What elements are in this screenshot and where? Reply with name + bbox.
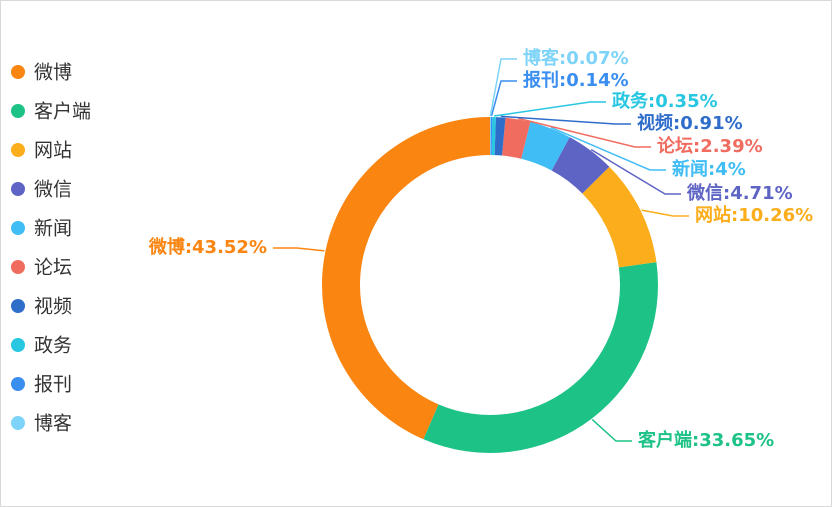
- legend-text: 客户端: [34, 101, 91, 123]
- leader-line: [273, 247, 325, 252]
- slice: [521, 121, 570, 171]
- legend-text: 政务: [34, 335, 72, 357]
- slice: [491, 117, 496, 156]
- legend-dot: [11, 182, 25, 196]
- slice: [490, 117, 491, 156]
- legend-text: 报刊: [34, 374, 72, 396]
- legend-dot: [11, 338, 25, 352]
- data-label: 微博:43.52%: [148, 236, 267, 258]
- legend-dot: [11, 416, 25, 430]
- legend-dot: [11, 260, 25, 274]
- legend-text: 视频: [34, 296, 72, 318]
- legend-dot: [11, 221, 25, 235]
- slice: [551, 137, 610, 194]
- data-label: 微信:4.71%: [686, 182, 793, 204]
- leader-line: [550, 126, 666, 171]
- data-label: 博客:0.07%: [523, 47, 629, 69]
- leader-line: [591, 418, 632, 442]
- legend-dot: [11, 377, 25, 391]
- leader-line: [517, 117, 651, 148]
- leader-line: [489, 58, 517, 117]
- legend-dot: [11, 299, 25, 313]
- leader-line: [493, 101, 606, 117]
- legend-dot: [11, 104, 25, 118]
- data-label: 论坛:2.39%: [657, 135, 763, 157]
- legend-dot: [11, 143, 25, 157]
- leader-line: [590, 148, 681, 195]
- data-label: 网站:10.26%: [695, 204, 813, 226]
- legend-text: 博客: [34, 413, 72, 435]
- slice: [321, 117, 490, 440]
- slice: [582, 166, 657, 268]
- legend-text: 微博: [34, 62, 72, 84]
- slice: [494, 117, 506, 156]
- data-label: 报刊:0.14%: [523, 69, 629, 91]
- leader-line: [490, 80, 517, 117]
- leader-line: [641, 209, 689, 217]
- legend-text: 微信: [34, 179, 72, 201]
- legend-text: 新闻: [34, 218, 72, 240]
- data-label: 政务:0.35%: [612, 90, 718, 112]
- data-label: 客户端:33.65%: [638, 429, 774, 451]
- leader-line: [500, 115, 631, 125]
- data-label: 新闻:4%: [672, 158, 746, 180]
- slice: [423, 262, 659, 453]
- data-label: 视频:0.91%: [637, 112, 743, 134]
- legend-text: 论坛: [34, 257, 72, 279]
- slice: [490, 117, 493, 156]
- slice: [501, 117, 531, 159]
- legend-text: 网站: [34, 140, 72, 162]
- legend-dot: [11, 65, 25, 79]
